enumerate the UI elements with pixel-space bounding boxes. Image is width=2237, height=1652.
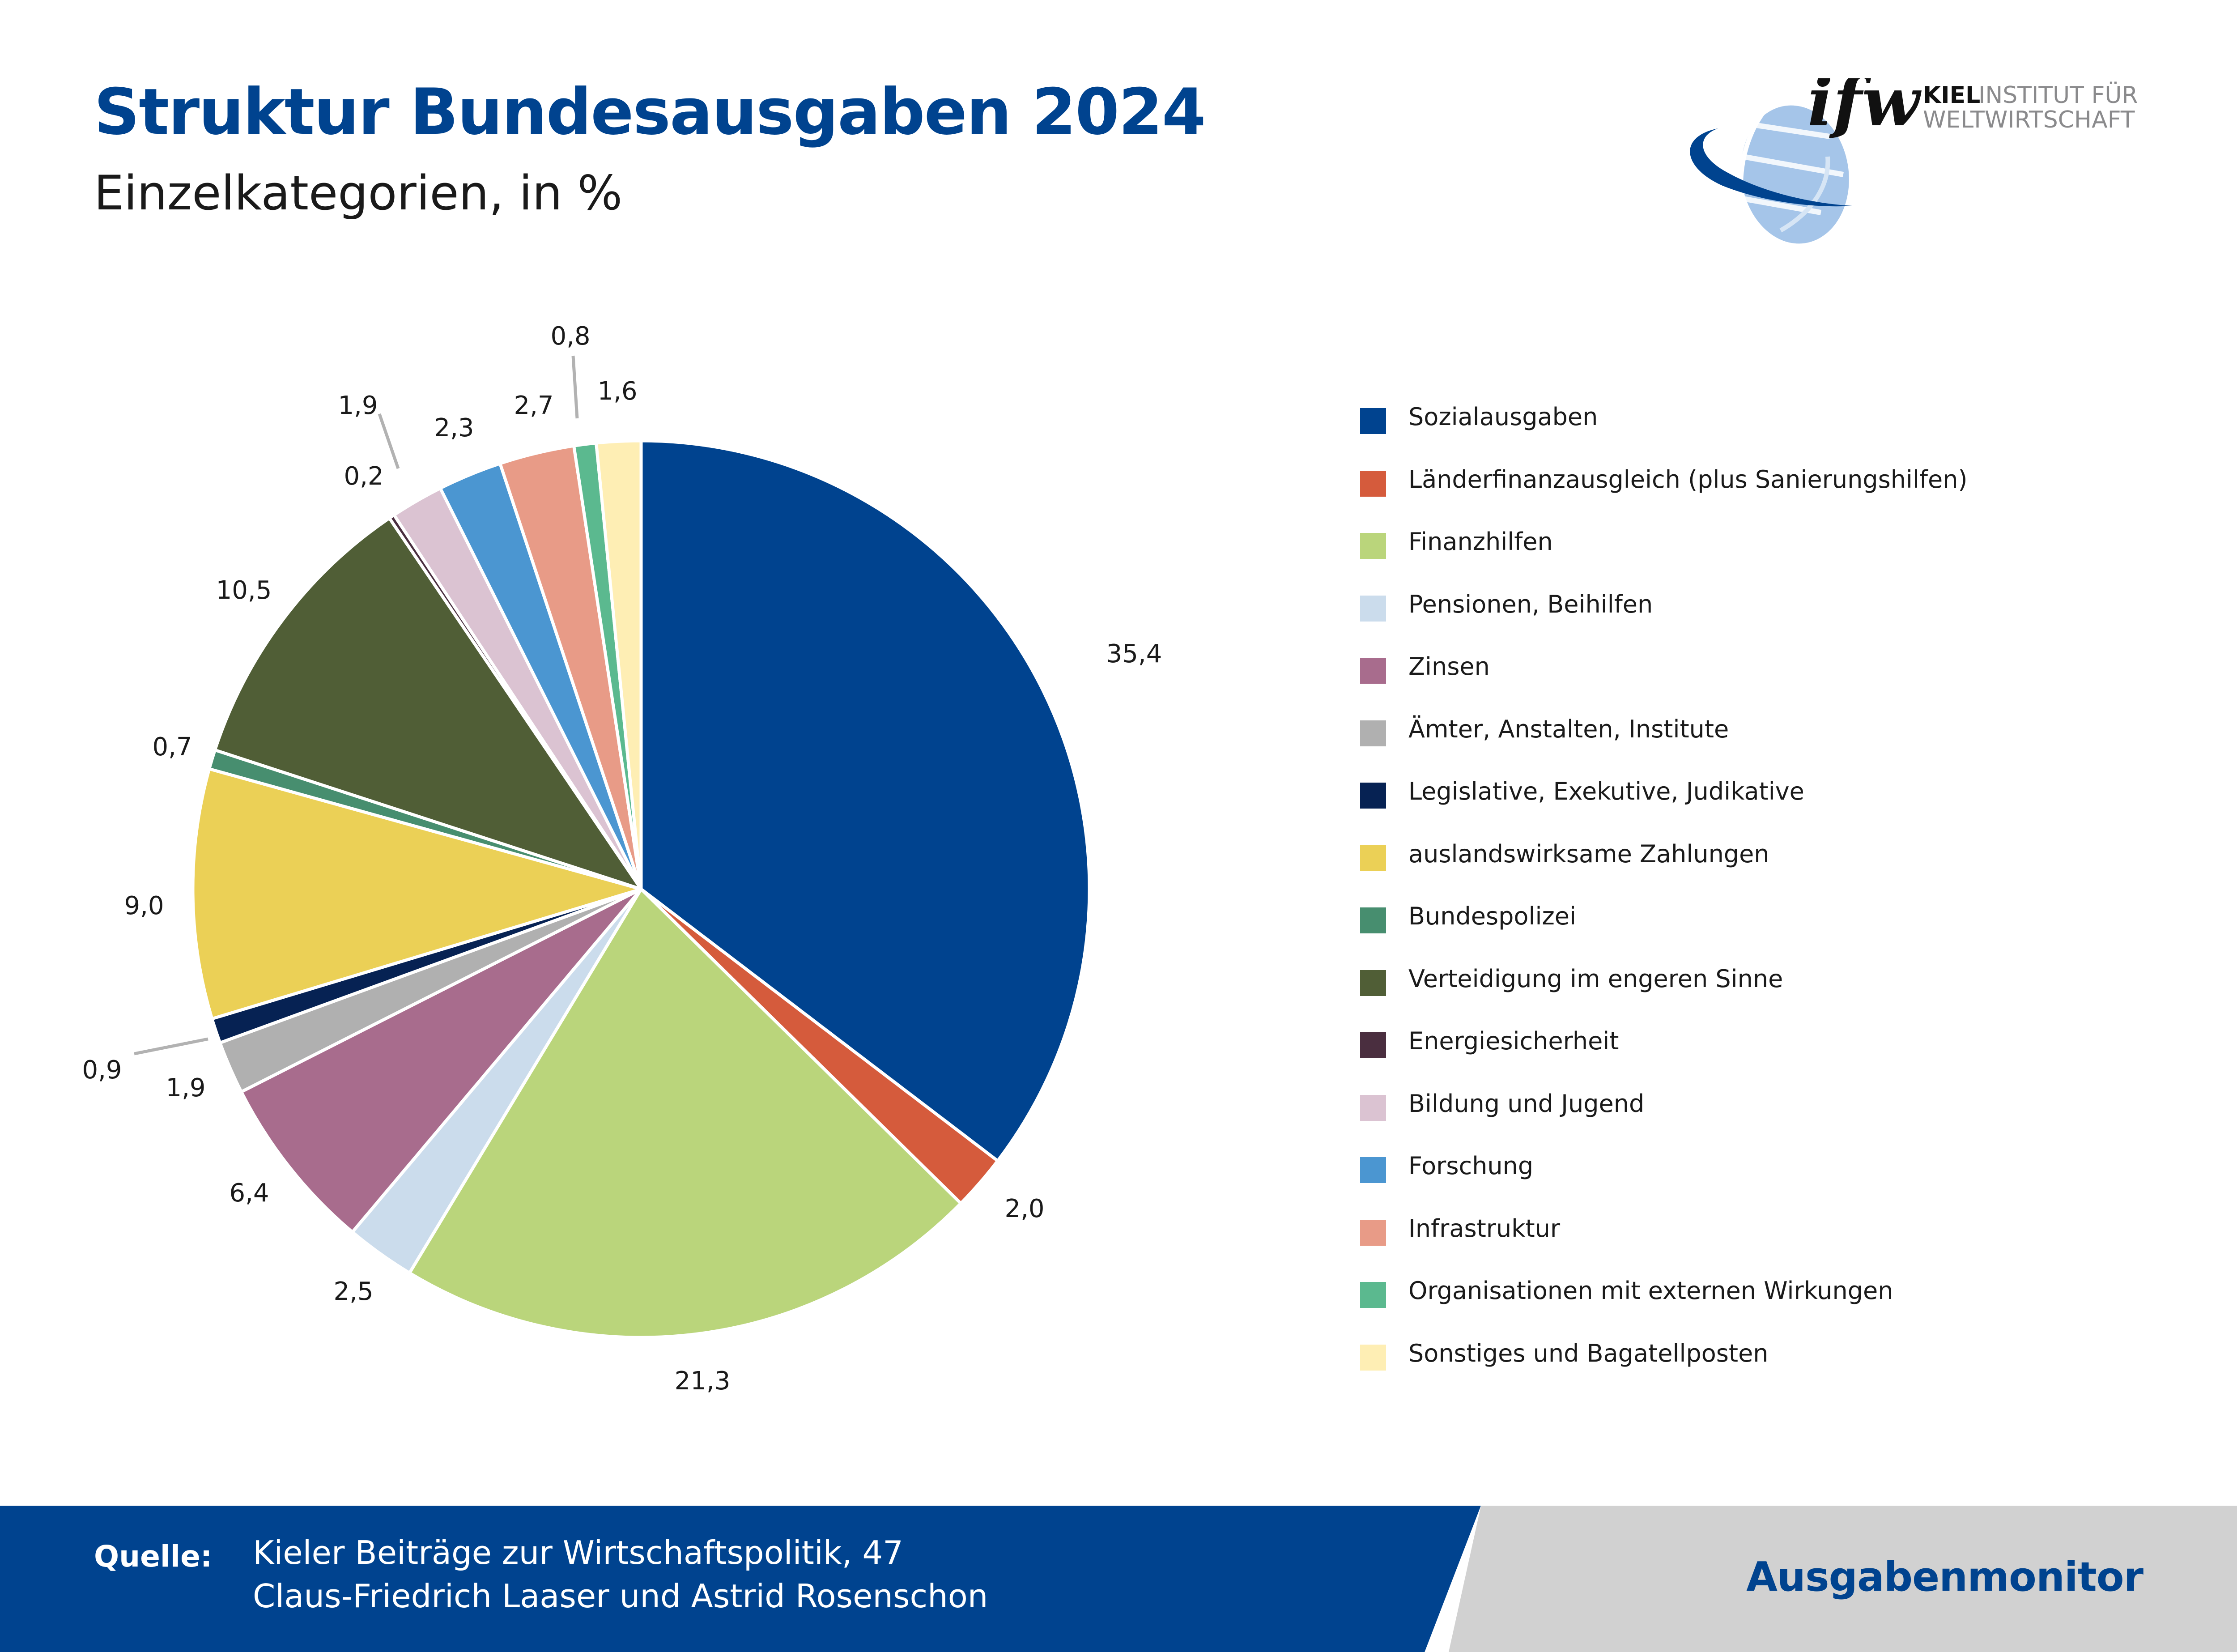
- data-label-infrastruktur: 2,7: [514, 391, 553, 420]
- chart-subtitle: Einzelkategorien, in %: [94, 166, 623, 221]
- legend-swatch: [1360, 907, 1386, 933]
- legend-swatch: [1360, 1344, 1386, 1371]
- leader-line-legislative: [134, 1037, 208, 1056]
- legend-swatch: [1360, 1282, 1386, 1308]
- pie-slice-finanzhilfen: [408, 887, 963, 1339]
- legend-label: Forschung: [1408, 1152, 1534, 1180]
- source-label: Quelle:: [94, 1539, 213, 1574]
- legend-label: Sonstiges und Bagatellposten: [1408, 1339, 1769, 1367]
- legend-label: auslandswirksame Zahlungen: [1408, 839, 1769, 868]
- brand-ausgabenmonitor: Ausgabenmonitor: [1746, 1554, 2143, 1601]
- data-label-organisationen-mit-externen-wirkungen: 0,8: [550, 322, 590, 351]
- pie-data-labels: 35,4 2,0 21,3 2,5 6,4 1,9 0,9 9,0 0,7 10,5 0,2 1,9 2…: [82, 322, 1162, 1396]
- data-label-verteidigung-im-engeren-sinne: 10,5: [216, 576, 272, 605]
- legend-swatch: [1360, 470, 1386, 497]
- legend-label: Länderfinanzausgleich (plus Sanierungshi…: [1408, 465, 1968, 494]
- legend-label: Infrastruktur: [1408, 1214, 1561, 1243]
- pie-leader-lines: [134, 355, 579, 1056]
- data-label-pensionen-beihilfen: 2,5: [333, 1277, 373, 1306]
- logo-line1-bold: KIEL: [1923, 82, 1980, 109]
- legend-label: Legislative, Exekutive, Judikative: [1408, 777, 1804, 805]
- data-label-energiesicherheit: 0,2: [344, 462, 383, 491]
- data-label-forschung: 2,3: [434, 413, 474, 443]
- legend-swatch: [1360, 595, 1386, 622]
- data-label-laenderfinanzausgleich-plus-sanierungshilfen: 2,0: [1004, 1194, 1044, 1223]
- legend-swatch: [1360, 783, 1386, 809]
- legend-swatch: [1360, 658, 1386, 684]
- pie-slice-sonstiges-und-bagatellposten: [595, 439, 643, 891]
- leader-line-organisationen: [571, 355, 579, 419]
- logo-mark: ifw: [1807, 78, 1922, 141]
- footer-brand-band: [1449, 1506, 2237, 1652]
- logo-line1-rest: INSTITUT FÜR: [1978, 81, 2138, 109]
- data-label-bildung-und-jugend: 1,9: [338, 391, 378, 420]
- legend-label: Finanzhilfen: [1408, 528, 1553, 556]
- legend-label: Bundespolizei: [1408, 902, 1577, 930]
- legend-label: Zinsen: [1408, 652, 1490, 681]
- data-label-sonstiges-und-bagatellposten: 1,6: [597, 377, 637, 406]
- pie-slice-sozialausgaben: [639, 439, 1091, 1162]
- swoosh-icon: [1690, 128, 1852, 207]
- legend-swatch: [1360, 720, 1386, 746]
- legend-label: Organisationen mit externen Wirkungen: [1408, 1277, 1893, 1305]
- logo-line2: WELTWIRTSCHAFT: [1923, 106, 2135, 133]
- data-label-bundespolizei: 0,7: [152, 732, 192, 762]
- legend-label: Energiesicherheit: [1408, 1027, 1619, 1055]
- data-label-aemter-anstalten-institute: 1,9: [166, 1073, 205, 1103]
- data-label-finanzhilfen: 21,3: [675, 1367, 731, 1396]
- globe-icon: [1717, 103, 1849, 244]
- pie-slice-zinsen: [239, 887, 643, 1234]
- legend-label: Verteidigung im engeren Sinne: [1408, 964, 1783, 993]
- data-label-legislative-exekutive-judikative: 0,9: [82, 1056, 122, 1085]
- source-publication: Kieler Beiträge zur Wirtschaftspolitik, …: [253, 1534, 903, 1571]
- source-authors: Claus-Friedrich Laaser und Astrid Rosens…: [253, 1577, 988, 1615]
- legend-swatch: [1360, 970, 1386, 996]
- leader-line-bildung: [378, 413, 400, 469]
- legend-swatch: [1360, 1157, 1386, 1183]
- footer-source-band: [0, 1506, 1481, 1652]
- legend-label: Ämter, Anstalten, Institute: [1408, 715, 1729, 743]
- legend-swatch: [1360, 1032, 1386, 1058]
- chart-title: Struktur Bundesausgaben 2024: [94, 75, 1206, 149]
- data-label-sozialausgaben: 35,4: [1106, 639, 1162, 668]
- legend-swatch: [1360, 845, 1386, 871]
- legend-label: Bildung und Jugend: [1408, 1089, 1645, 1118]
- pie-slice-auslandswirksame-zahlungen: [191, 767, 643, 1021]
- legend-swatch: [1360, 1219, 1386, 1246]
- legend-swatch: [1360, 408, 1386, 434]
- legend-swatch: [1360, 533, 1386, 559]
- legend-swatch: [1360, 1094, 1386, 1121]
- legend-label: Pensionen, Beihilfen: [1408, 590, 1653, 618]
- legend-label: Sozialausgaben: [1408, 403, 1598, 431]
- data-label-zinsen: 6,4: [229, 1179, 269, 1208]
- pie-slices: [191, 439, 1091, 1339]
- ifw-logo: ifw KIEL INSTITUT FÜR WELTWIRTSCHAFT: [1690, 78, 2138, 244]
- pie-slice-verteidigung-im-engeren-sinne: [213, 516, 643, 891]
- data-label-auslandswirksame-zahlungen: 9,0: [124, 891, 164, 920]
